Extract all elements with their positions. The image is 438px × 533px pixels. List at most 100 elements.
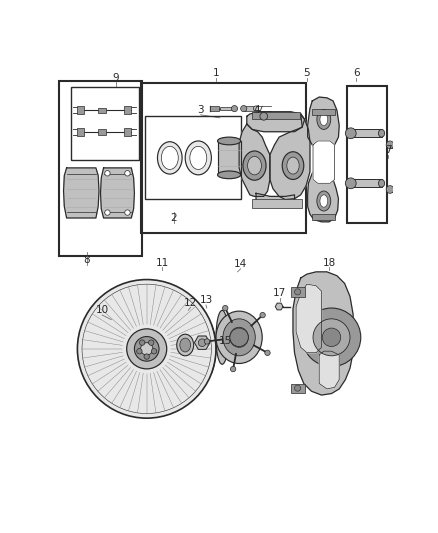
Circle shape bbox=[346, 178, 356, 189]
Text: 8: 8 bbox=[83, 255, 90, 265]
Text: 12: 12 bbox=[184, 297, 197, 308]
Bar bbox=[78, 128, 85, 135]
Bar bbox=[252, 112, 300, 119]
Bar bbox=[312, 214, 336, 220]
Circle shape bbox=[231, 106, 237, 112]
Bar bbox=[291, 384, 304, 393]
Circle shape bbox=[403, 185, 411, 193]
Circle shape bbox=[294, 385, 301, 391]
Ellipse shape bbox=[247, 156, 261, 175]
Text: 14: 14 bbox=[234, 259, 247, 269]
Ellipse shape bbox=[216, 310, 228, 364]
Ellipse shape bbox=[378, 180, 385, 187]
Ellipse shape bbox=[218, 171, 240, 179]
Circle shape bbox=[253, 106, 259, 111]
Circle shape bbox=[223, 305, 228, 311]
Bar bbox=[218, 141, 240, 175]
Circle shape bbox=[403, 141, 411, 149]
Text: 3: 3 bbox=[197, 105, 204, 115]
Text: 5: 5 bbox=[304, 68, 310, 78]
Ellipse shape bbox=[317, 191, 331, 211]
Circle shape bbox=[125, 171, 130, 176]
Text: 6: 6 bbox=[353, 68, 360, 78]
Polygon shape bbox=[100, 168, 134, 218]
Ellipse shape bbox=[218, 137, 240, 145]
Circle shape bbox=[205, 339, 210, 344]
Bar bbox=[145, 116, 241, 199]
Circle shape bbox=[152, 349, 157, 354]
Text: 18: 18 bbox=[322, 257, 336, 268]
Circle shape bbox=[137, 349, 142, 354]
Ellipse shape bbox=[317, 109, 331, 130]
Circle shape bbox=[240, 106, 247, 112]
Polygon shape bbox=[239, 124, 270, 196]
Circle shape bbox=[386, 141, 394, 149]
Polygon shape bbox=[307, 97, 339, 222]
Text: 17: 17 bbox=[273, 288, 286, 298]
Text: 11: 11 bbox=[155, 257, 169, 268]
Bar bbox=[220, 107, 234, 110]
Polygon shape bbox=[296, 284, 321, 353]
Ellipse shape bbox=[230, 327, 248, 348]
Bar bbox=[351, 130, 381, 137]
Circle shape bbox=[313, 319, 350, 356]
Ellipse shape bbox=[190, 147, 207, 169]
Circle shape bbox=[78, 280, 216, 418]
Text: 15: 15 bbox=[219, 336, 232, 346]
Circle shape bbox=[141, 343, 153, 355]
Circle shape bbox=[260, 312, 265, 318]
Ellipse shape bbox=[243, 151, 266, 180]
Polygon shape bbox=[293, 272, 354, 395]
Ellipse shape bbox=[177, 334, 194, 356]
Circle shape bbox=[134, 336, 159, 361]
Bar bbox=[98, 108, 106, 113]
Bar bbox=[78, 106, 85, 114]
Bar bbox=[291, 287, 304, 296]
Polygon shape bbox=[194, 336, 210, 349]
Polygon shape bbox=[256, 193, 294, 203]
Circle shape bbox=[230, 328, 248, 346]
Circle shape bbox=[125, 210, 130, 215]
Polygon shape bbox=[247, 112, 304, 132]
Text: 7: 7 bbox=[385, 145, 392, 155]
Bar bbox=[312, 109, 336, 115]
Bar bbox=[210, 106, 219, 111]
Ellipse shape bbox=[320, 113, 328, 126]
Circle shape bbox=[198, 339, 206, 346]
Bar bbox=[71, 87, 139, 160]
Ellipse shape bbox=[158, 142, 182, 174]
Circle shape bbox=[302, 308, 361, 367]
Circle shape bbox=[144, 354, 149, 359]
Ellipse shape bbox=[223, 319, 255, 356]
Text: 2: 2 bbox=[170, 213, 177, 223]
Ellipse shape bbox=[378, 130, 385, 137]
Ellipse shape bbox=[282, 152, 304, 180]
Bar bbox=[59, 81, 142, 256]
Circle shape bbox=[260, 112, 268, 120]
Circle shape bbox=[346, 128, 356, 139]
Circle shape bbox=[230, 366, 236, 372]
Circle shape bbox=[265, 350, 270, 356]
Bar bbox=[390, 187, 407, 192]
Text: 1: 1 bbox=[213, 68, 219, 78]
Bar bbox=[124, 128, 131, 135]
Text: 4: 4 bbox=[254, 105, 260, 115]
Polygon shape bbox=[276, 303, 283, 310]
Ellipse shape bbox=[287, 157, 299, 174]
Ellipse shape bbox=[320, 195, 328, 207]
Circle shape bbox=[322, 328, 341, 346]
Bar bbox=[252, 199, 302, 208]
Circle shape bbox=[148, 340, 154, 345]
Polygon shape bbox=[313, 141, 335, 183]
Bar bbox=[347, 85, 387, 223]
Polygon shape bbox=[270, 114, 310, 199]
Circle shape bbox=[127, 329, 167, 369]
Circle shape bbox=[105, 171, 110, 176]
Circle shape bbox=[105, 210, 110, 215]
Text: 9: 9 bbox=[113, 73, 119, 83]
Bar bbox=[244, 106, 255, 111]
Bar bbox=[351, 180, 381, 187]
Ellipse shape bbox=[180, 338, 191, 352]
Circle shape bbox=[294, 289, 301, 295]
Bar bbox=[124, 106, 131, 114]
